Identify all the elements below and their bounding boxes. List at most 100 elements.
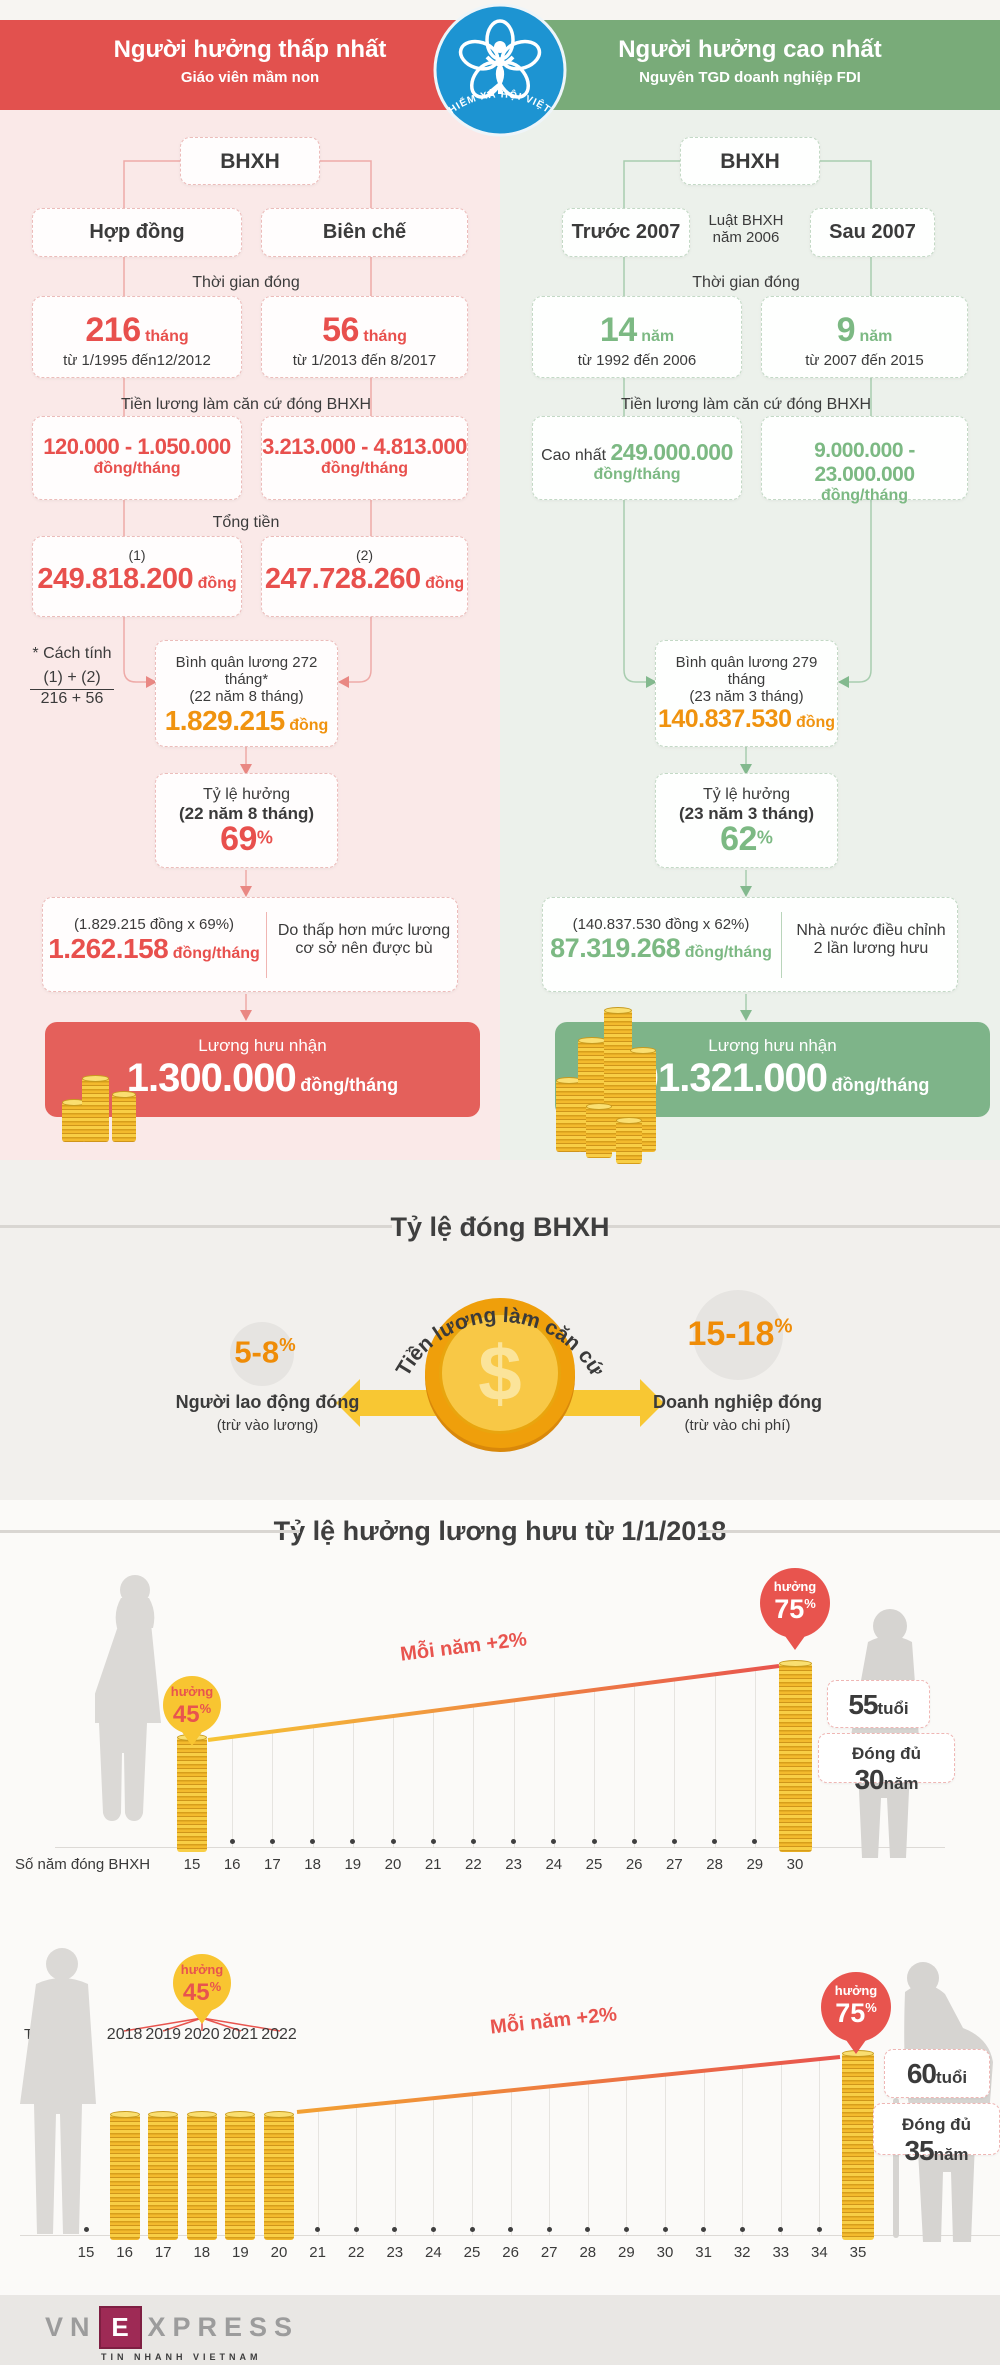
left-final-unit: đồng/tháng xyxy=(300,1075,399,1095)
left-salary1-box: 120.000 - 1.050.000 đồng/tháng xyxy=(32,416,242,500)
right-rate-box: Tỷ lệ hưởng (23 năm 3 tháng) 62% xyxy=(655,773,838,868)
chart1-age-unit: tuổi xyxy=(877,1699,909,1718)
chart1-tick-label: 21 xyxy=(424,1856,442,1873)
right-average-line2: (23 năm 3 tháng) xyxy=(689,688,804,705)
chart2-gridline xyxy=(742,2066,744,2235)
chart2-year-label: 2020 xyxy=(184,2026,220,2043)
chart1-gridline xyxy=(312,1726,314,1847)
young-man-silhouette xyxy=(20,1948,96,2234)
right-time1-unit: năm xyxy=(641,328,675,345)
left-calc-unit: đồng/tháng xyxy=(172,945,260,962)
chart2-badge-75: hưởng 75% xyxy=(821,1972,891,2042)
employee-pct-circle xyxy=(230,1322,294,1386)
chart1-tick-label: 19 xyxy=(344,1856,362,1873)
left-salary1-value: 120.000 - 1.050.000 xyxy=(43,434,231,459)
left-salary2-box: 3.213.000 - 4.813.000 đồng/tháng xyxy=(261,416,468,500)
chart2-age-num: 60 xyxy=(906,2058,937,2089)
left-total1-value: 249.818.200 xyxy=(37,563,194,595)
chart2-tick-label: 27 xyxy=(540,2244,558,2261)
left-total-row-label: Tổng tiền xyxy=(212,514,280,531)
chart2-badge-45: hưởng 45% xyxy=(173,1954,231,2012)
banner-left-title: Người hưởng thấp nhất xyxy=(113,36,387,63)
left-salary-row-label: Tiền lương làm căn cứ đóng BHXH xyxy=(120,396,372,413)
vnexpress-logo-xpress: XPRESS xyxy=(147,2312,300,2342)
chart2-axis-dot xyxy=(778,2227,784,2232)
chart1-age-box: 55tuổi xyxy=(827,1680,930,1728)
pension-title: Tỷ lệ hưởng lương hưu từ 1/1/2018 xyxy=(273,1516,727,1546)
right-branch1-label: Trước 2007 xyxy=(571,221,681,243)
chart1-gridline xyxy=(433,1710,435,1847)
employer-pct: 15-18% xyxy=(680,1315,800,1354)
chart2-badge-45-word: hưởng xyxy=(180,1962,224,1977)
right-salary2-unit: đồng/tháng xyxy=(820,487,909,504)
right-calc-note: Nhà nước điều chỉnh 2 lần lương hưu xyxy=(796,922,946,957)
right-final-label: Lương hưu nhận xyxy=(708,1036,837,1055)
chart2-age-unit: tuổi xyxy=(936,2068,968,2087)
chart1-axis-dot xyxy=(269,1839,275,1844)
left-average-line1: Bình quân lương 272 tháng* xyxy=(175,654,318,688)
chart2-tick-label: 20 xyxy=(270,2244,288,2261)
chart1-gridline xyxy=(553,1695,555,1847)
chart2-badge-45-value: 45 xyxy=(182,1979,210,2006)
left-total2-box: (2) 247.728.260 đồng xyxy=(261,536,468,617)
right-branch2-box: Sau 2007 xyxy=(810,208,935,257)
chart2-axis-dot xyxy=(315,2227,321,2232)
chart2-tick-label: 34 xyxy=(811,2244,828,2261)
chart1-tick-label: 20 xyxy=(384,1856,402,1873)
left-rate-value: 69 xyxy=(220,820,257,858)
chart1-badge-75-word: hưởng xyxy=(773,1579,817,1594)
employee-note: (trừ vào lương) xyxy=(216,1417,319,1434)
right-average-value: 140.837.530 xyxy=(657,705,792,733)
right-branch-mid-line2: năm 2006 xyxy=(712,229,780,246)
right-root-label: BHXH xyxy=(720,150,780,173)
chart1-badge-75-pct: % xyxy=(804,1596,816,1611)
right-time2-value: 9 xyxy=(836,311,856,349)
vnexpress-logo: VN E XPRESS TIN NHANH VIETNAM xyxy=(45,2306,299,2362)
chart2-badge-75-word: hưởng xyxy=(834,1983,878,1998)
left-branch1-label: Hợp đồng xyxy=(89,221,185,243)
chart1-axis-dot xyxy=(390,1839,396,1844)
chart2-axis-dot xyxy=(469,2227,475,2232)
dollar-symbol: $ xyxy=(478,1328,522,1417)
left-total1-box: (1) 249.818.200 đồng xyxy=(32,536,242,617)
left-final-value: 1.300.000 xyxy=(126,1056,297,1100)
left-time1-value: 216 xyxy=(85,311,141,349)
chart2-coin-stack xyxy=(148,2111,179,2240)
chart2-axis-dot xyxy=(816,2227,822,2232)
right-calc-formula: (140.837.530 đồng x 62%) xyxy=(572,916,750,933)
chart1-tick-label: 25 xyxy=(585,1856,603,1873)
chart1-axis-dot xyxy=(310,1839,316,1844)
left-salary2-value: 3.213.000 - 4.813.000 xyxy=(262,434,467,459)
chart2-tick-label: 31 xyxy=(695,2244,712,2261)
right-rate-line2: (23 năm 3 tháng) xyxy=(678,804,815,823)
pension-divider-left xyxy=(0,1530,300,1533)
chart2-axis-dot xyxy=(430,2227,436,2232)
chart1-tick-label: 23 xyxy=(505,1856,522,1873)
chart1-axis-dot xyxy=(430,1839,436,1844)
chart1-dur-num: 30 xyxy=(854,1764,884,1795)
left-time1-unit: tháng xyxy=(145,328,189,345)
chart1-axis-dot xyxy=(752,1839,758,1844)
right-time2-box: 9 năm từ 2007 đến 2015 xyxy=(761,296,968,378)
formula-numerator: (1) + (2) xyxy=(43,669,101,686)
right-time2-unit: năm xyxy=(859,328,893,345)
chart1-axis-dot xyxy=(712,1839,718,1844)
left-time-row-label: Thời gian đóng xyxy=(192,274,300,291)
chart2-tick-label: 28 xyxy=(579,2244,597,2261)
left-average-value: 1.829.215 xyxy=(164,705,286,736)
formula-title: * Cách tính xyxy=(32,645,112,662)
right-rate-line1: Tỷ lệ hưởng xyxy=(702,786,790,803)
right-salary1-value: 249.000.000 xyxy=(610,439,733,465)
chart1-age-num: 55 xyxy=(848,1689,878,1720)
left-salary1-unit: đồng/tháng xyxy=(93,460,181,477)
chart2-gridline xyxy=(626,2078,628,2235)
chart2-tick-label: 30 xyxy=(656,2244,674,2261)
chart2-gridline xyxy=(472,2094,473,2235)
chart2-gridline xyxy=(780,2062,782,2235)
right-calc-divider xyxy=(781,912,782,978)
right-branch2-label: Sau 2007 xyxy=(829,221,916,243)
chart1-coin-stack xyxy=(778,1660,812,1852)
chart1-axis-dot xyxy=(671,1839,677,1844)
chart2-axis-dot xyxy=(83,2227,89,2232)
